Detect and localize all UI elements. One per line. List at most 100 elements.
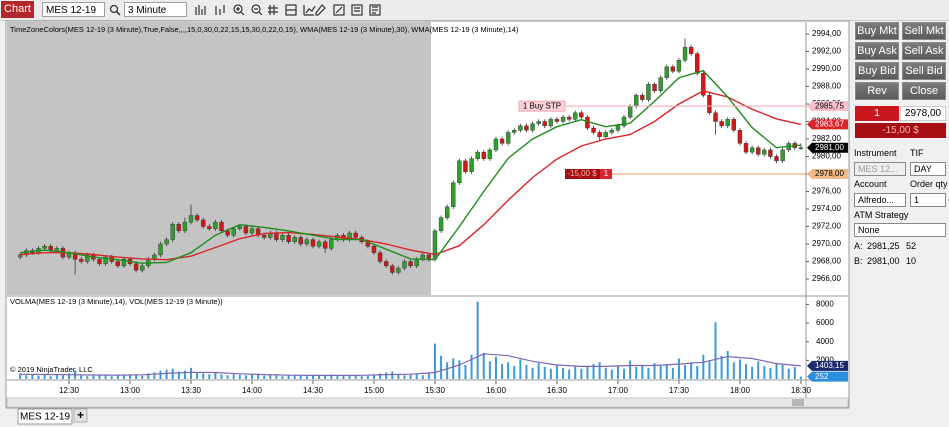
candle-body [530, 123, 535, 131]
candle-body [292, 237, 297, 243]
candle-body [481, 151, 486, 159]
volume-bar [446, 362, 449, 379]
indicator-title: TimeZoneColors(MES 12-19 (3 Minute),True… [10, 25, 519, 34]
volume-bar [684, 365, 687, 379]
volume-bar [610, 369, 613, 379]
volume-bar [403, 375, 406, 379]
ask-label: A: [854, 241, 863, 251]
order-qty-label: Order qty [910, 179, 948, 189]
candle-body [676, 60, 682, 72]
reverse-button[interactable]: Rev [855, 82, 899, 100]
candle-body [627, 105, 633, 118]
bid-price: 2981,00 [867, 256, 900, 266]
candle-body [591, 127, 596, 133]
volume-bar [263, 375, 266, 379]
search-icon[interactable] [109, 4, 121, 16]
candle-body [615, 125, 621, 131]
instrument-tab[interactable] [17, 408, 73, 425]
volume-bar [269, 375, 272, 379]
volume-bar [122, 375, 125, 379]
candle-body [463, 160, 468, 173]
scroll-thumb[interactable] [792, 399, 804, 406]
volume-bar [421, 375, 424, 379]
close-button[interactable]: Close [902, 82, 946, 100]
add-tab-button[interactable] [73, 408, 88, 423]
volume-marker [807, 371, 848, 382]
volume-tick-label: 4000 [816, 337, 834, 346]
volume-ma-line [20, 353, 801, 376]
candle-body [121, 259, 127, 267]
candle-body [505, 132, 511, 144]
candle-body [688, 46, 694, 54]
atm-label: ATM Strategy [854, 210, 909, 220]
add-tab-label[interactable]: + [77, 408, 84, 422]
x-tick-label: 18:30 [791, 386, 812, 395]
candle-body [640, 95, 645, 100]
price-marker-label: 2981,00 [815, 143, 844, 152]
bid-size: 10 [906, 256, 917, 266]
candle-body [652, 84, 657, 92]
sell-bid-button[interactable]: Sell Bid [902, 62, 946, 80]
buy-mkt-button[interactable]: Buy Mkt [855, 22, 899, 40]
sell-mkt-button[interactable]: Sell Mkt [902, 22, 946, 40]
volume-bar [324, 375, 327, 379]
instrument-selector[interactable]: MES 12-19 [42, 2, 105, 17]
tab-label[interactable]: MES 12-19 [20, 412, 70, 423]
y-tick-label: 2988,00 [812, 82, 841, 91]
candle-body [579, 112, 584, 118]
candle-body [383, 261, 389, 267]
candle-body [566, 116, 572, 120]
volume-bar [598, 362, 601, 379]
candle-body [554, 119, 560, 122]
volume-bar [202, 373, 205, 379]
volume-bar [397, 374, 400, 379]
toolbar-icons[interactable] [194, 3, 384, 17]
volume-bar [330, 374, 333, 379]
volume-bar [586, 366, 589, 379]
candle-body [396, 267, 401, 273]
volume-bar [745, 364, 748, 379]
volume-bar [592, 364, 595, 379]
volume-bar [531, 367, 534, 379]
candle-body [164, 239, 169, 245]
x-tick-label: 18:00 [730, 386, 751, 395]
candle-body [768, 149, 773, 157]
x-tick-label: 15:30 [425, 386, 446, 395]
volume-bar [677, 358, 680, 379]
volume-bar [409, 374, 412, 379]
candle-body [524, 125, 529, 131]
atm-dropdown[interactable]: None [854, 223, 946, 237]
buy-ask-button[interactable]: Buy Ask [855, 42, 899, 60]
qty-input[interactable]: 1 [910, 193, 946, 207]
tif-dropdown[interactable]: DAY [910, 162, 946, 176]
y-tick-label: 2994,00 [812, 29, 841, 38]
candle-body [79, 259, 84, 262]
scrollbar[interactable] [6, 397, 849, 408]
account-dropdown[interactable]: Alfredo... [854, 193, 906, 207]
chart-menu-button[interactable]: Chart [1, 1, 34, 18]
instrument-dropdown[interactable]: MES 12... [854, 162, 906, 176]
x-tick-label: 13:00 [120, 386, 141, 395]
volume-bar [525, 365, 528, 379]
volume-bar [37, 375, 40, 379]
candle-body [536, 121, 541, 124]
candle-body [322, 241, 328, 249]
position-qty-tag [600, 168, 612, 179]
y-tick-label: 2972,00 [812, 222, 841, 231]
candle-body [542, 121, 547, 127]
volume-bar [714, 322, 717, 379]
toolbar: Chart MES 12-19 3 Minute [0, 0, 949, 21]
buy-bid-button[interactable]: Buy Bid [855, 62, 899, 80]
volume-bar [757, 361, 760, 379]
volume-bar [55, 374, 58, 379]
interval-selector[interactable]: 3 Minute [124, 2, 187, 17]
volume-bar [616, 365, 619, 379]
sell-ask-button[interactable]: Sell Ask [902, 42, 946, 60]
candle-body [261, 235, 267, 238]
volume-bar [311, 374, 314, 379]
volume-bar [92, 375, 95, 379]
volume-bar [49, 376, 52, 379]
volume-bar [25, 375, 28, 379]
candle-body [188, 215, 194, 223]
volume-bar [562, 367, 565, 379]
